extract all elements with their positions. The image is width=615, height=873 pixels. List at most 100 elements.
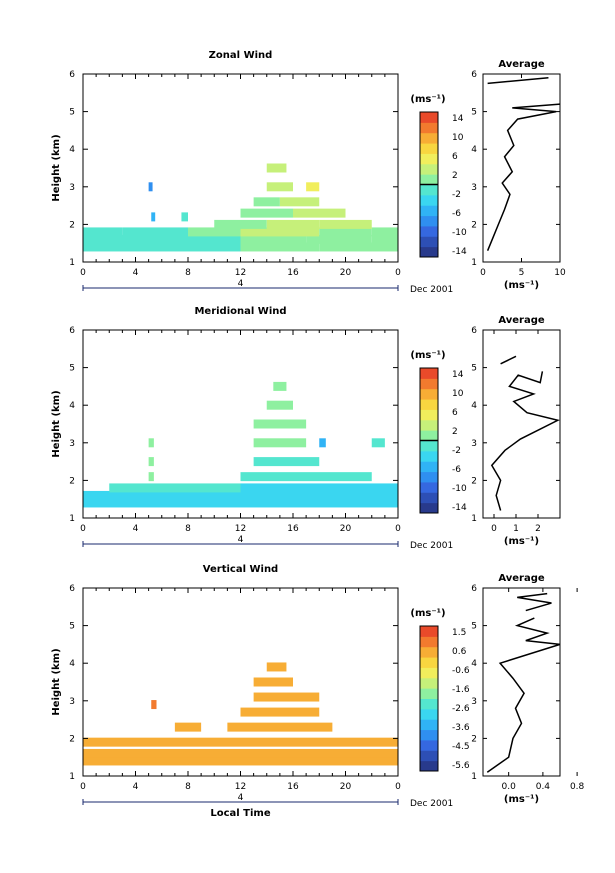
meridional-cell xyxy=(266,419,293,429)
vertical-date-label: Dec 2001 xyxy=(410,799,453,809)
meridional-colorbar-swatch xyxy=(420,492,438,504)
meridional-cell xyxy=(266,400,293,410)
vertical-colorbar-swatch xyxy=(420,729,438,741)
zonal-average-ytick-label: 1 xyxy=(471,258,477,268)
meridional-ytick-label: 5 xyxy=(69,364,75,374)
zonal-average-profile-top xyxy=(487,77,549,85)
zonal-cell xyxy=(240,208,293,218)
meridional-cell xyxy=(253,457,320,467)
vertical-ytick-label: 5 xyxy=(69,622,75,632)
zonal-average-ytick-label: 3 xyxy=(471,183,477,193)
zonal-average-xtick-label: 10 xyxy=(554,268,566,278)
zonal-colorbar-tick: -14 xyxy=(452,247,467,257)
meridional-colorbar-swatch xyxy=(420,481,438,493)
zonal-colorbar-swatch xyxy=(420,205,438,217)
vertical-date-marker: 4 xyxy=(238,793,244,803)
meridional-cell xyxy=(240,483,398,493)
meridional-cell xyxy=(83,490,241,500)
zonal-ytick-label: 2 xyxy=(69,220,75,230)
meridional-average-ytick-label: 3 xyxy=(471,439,477,449)
vertical-xtick-label: 20 xyxy=(340,782,352,792)
meridional-colorbar-swatch xyxy=(420,419,438,431)
zonal-cell xyxy=(371,227,398,237)
meridional-colorbar-tick: 10 xyxy=(452,389,464,399)
meridional-cell xyxy=(148,457,154,467)
zonal-cell xyxy=(151,212,156,222)
zonal-cell xyxy=(319,227,372,237)
zonal-average-ytick-label: 5 xyxy=(471,108,477,118)
vertical-colorbar-tick: 1.5 xyxy=(452,628,466,638)
zonal-ytick-label: 3 xyxy=(69,183,75,193)
meridional-colorbar-swatch xyxy=(420,502,438,514)
zonal-xtick-label: 16 xyxy=(287,268,299,278)
meridional-average-ytick-label: 4 xyxy=(471,401,477,411)
zonal-average-profile xyxy=(486,103,561,252)
zonal-cell xyxy=(279,197,320,207)
zonal-colorbar-swatch xyxy=(420,174,438,185)
vertical-colorbar-tick: -0.6 xyxy=(452,666,470,676)
vertical-xtick-label: 16 xyxy=(287,782,299,792)
zonal-colorbar-tick: -2 xyxy=(452,190,461,200)
vertical-colorbar-swatch xyxy=(420,688,438,699)
meridional-average-ytick-label: 5 xyxy=(471,364,477,374)
vertical-colorbar-tick: -3.6 xyxy=(452,723,470,733)
zonal-cell xyxy=(188,234,241,244)
meridional-xtick-label: 8 xyxy=(185,524,191,534)
vertical-average-ytick-label: 5 xyxy=(471,622,477,632)
meridional-colorbar-tick: 14 xyxy=(452,370,464,380)
zonal-colorbar-swatch xyxy=(420,122,438,134)
vertical-cell xyxy=(227,722,333,732)
vertical-colorbar-unit: (ms⁻¹) xyxy=(410,608,445,619)
zonal-colorbar-tick: 2 xyxy=(452,171,458,181)
zonal-date-label: Dec 2001 xyxy=(410,285,453,295)
zonal-average-title: Average xyxy=(498,59,545,70)
meridional-cell xyxy=(83,498,398,508)
vertical-cell xyxy=(240,737,346,747)
vertical-colorbar-swatch xyxy=(420,677,438,689)
meridional-ytick-label: 3 xyxy=(69,439,75,449)
vertical-average-ytick-label: 2 xyxy=(471,734,477,744)
zonal-cell xyxy=(266,182,293,192)
meridional-colorbar-swatch xyxy=(420,399,438,410)
vertical-colorbar-tick: -4.5 xyxy=(452,742,470,752)
zonal-colorbar-swatch xyxy=(420,112,438,123)
zonal-cell xyxy=(240,227,320,237)
zonal-ytick-label: 6 xyxy=(69,70,75,80)
zonal-colorbar-tick: 10 xyxy=(452,133,464,143)
vertical-colorbar-tick: -1.6 xyxy=(452,685,470,695)
vertical-ytick-label: 2 xyxy=(69,734,75,744)
vertical-cell xyxy=(151,700,157,710)
vertical-title: Vertical Wind xyxy=(203,564,278,575)
meridional-cell xyxy=(240,472,372,482)
meridional-title: Meridional Wind xyxy=(194,306,286,317)
vertical-xtick-label: 8 xyxy=(185,782,191,792)
vertical-cell xyxy=(83,737,188,747)
meridional-cell xyxy=(148,472,154,482)
meridional-cell xyxy=(371,438,385,448)
zonal-xtick-label: 20 xyxy=(340,268,352,278)
vertical-average-xtick-label: 0.8 xyxy=(570,782,585,792)
meridional-colorbar-tick: -10 xyxy=(452,484,467,494)
meridional-xtick-label: 16 xyxy=(287,524,299,534)
meridional-date-marker: 4 xyxy=(238,535,244,545)
meridional-cell xyxy=(253,438,307,448)
vertical-colorbar-swatch xyxy=(420,719,438,731)
vertical-colorbar-swatch xyxy=(420,667,438,679)
zonal-cell xyxy=(181,212,188,222)
zonal-cell xyxy=(306,234,372,244)
meridional-cell xyxy=(148,438,154,448)
meridional-ylabel: Height (km) xyxy=(51,390,62,457)
zonal-average-xtick-label: 0 xyxy=(480,268,486,278)
meridional-colorbar-unit: (ms⁻¹) xyxy=(410,350,445,361)
vertical-xtick-label: 4 xyxy=(133,782,139,792)
vertical-average-xtick-label: 0.4 xyxy=(536,782,551,792)
vertical-ylabel: Height (km) xyxy=(51,648,62,715)
meridional-cell xyxy=(319,438,326,448)
zonal-xtick-label: 4 xyxy=(133,268,139,278)
vertical-colorbar-swatch xyxy=(420,646,438,658)
meridional-cell xyxy=(273,381,287,391)
zonal-colorbar-tick: -10 xyxy=(452,228,467,238)
vertical-colorbar-swatch xyxy=(420,750,438,762)
vertical-cell xyxy=(240,748,398,758)
